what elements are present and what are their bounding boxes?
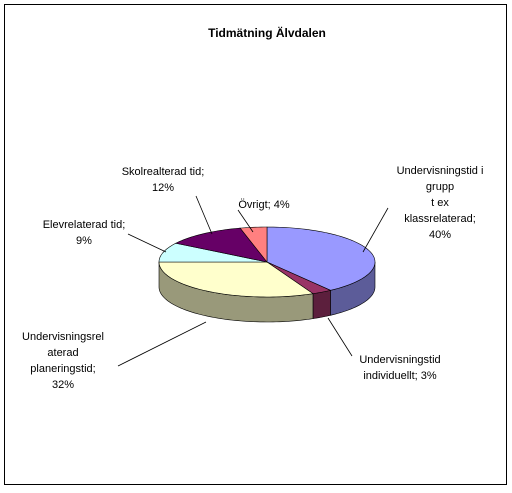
- data-label-line: 12%: [152, 182, 174, 194]
- data-label-line: grupp: [426, 181, 454, 193]
- leader-line: [362, 207, 389, 253]
- data-label: Skolrealterad tid; 12%: [122, 166, 205, 194]
- data-label-line: t ex: [431, 197, 449, 209]
- data-label-line: Undervisningstid i: [397, 165, 484, 177]
- data-label: Övrigt; 4%: [238, 199, 290, 211]
- slice: [158, 261, 314, 298]
- data-label: Undervisningstid individuellt; 3%: [359, 354, 440, 382]
- chart-title: Tidmätning Älvdalen: [208, 25, 326, 40]
- data-label: Undervisningstid i grupp t ex klassrelatera…: [397, 165, 484, 241]
- leader-line: [195, 195, 213, 235]
- data-label-line: Undervisningstid: [359, 354, 440, 366]
- data-label: Undervisningsrel aterad planeringstid; 32%: [22, 331, 104, 391]
- data-label: Elevrelaterad tid; 9%: [43, 219, 126, 247]
- data-label-line: 9%: [76, 235, 92, 247]
- slice: [174, 227, 268, 263]
- data-label-line: Övrigt; 4%: [238, 199, 290, 211]
- slice: [239, 226, 268, 263]
- slice: [266, 226, 376, 291]
- data-label-line: aterad: [47, 347, 78, 359]
- data-label-line: planeringstid;: [30, 363, 95, 375]
- slice: [266, 261, 332, 294]
- leader-line: [117, 321, 207, 367]
- leader-line: [127, 233, 167, 253]
- slice-side: [312, 289, 331, 320]
- data-label-line: Elevrelaterad tid;: [43, 219, 126, 231]
- data-label-line: individuellt; 3%: [363, 370, 437, 382]
- data-label-line: klassrelaterad;: [404, 213, 476, 225]
- data-label-line: Skolrealterad tid;: [122, 166, 205, 178]
- data-label-line: 32%: [52, 379, 74, 391]
- data-label-line: 40%: [429, 229, 451, 241]
- leader-line: [327, 317, 353, 357]
- slice: [158, 242, 268, 263]
- data-label-line: Undervisningsrel: [22, 331, 104, 343]
- leader-line: [237, 209, 254, 233]
